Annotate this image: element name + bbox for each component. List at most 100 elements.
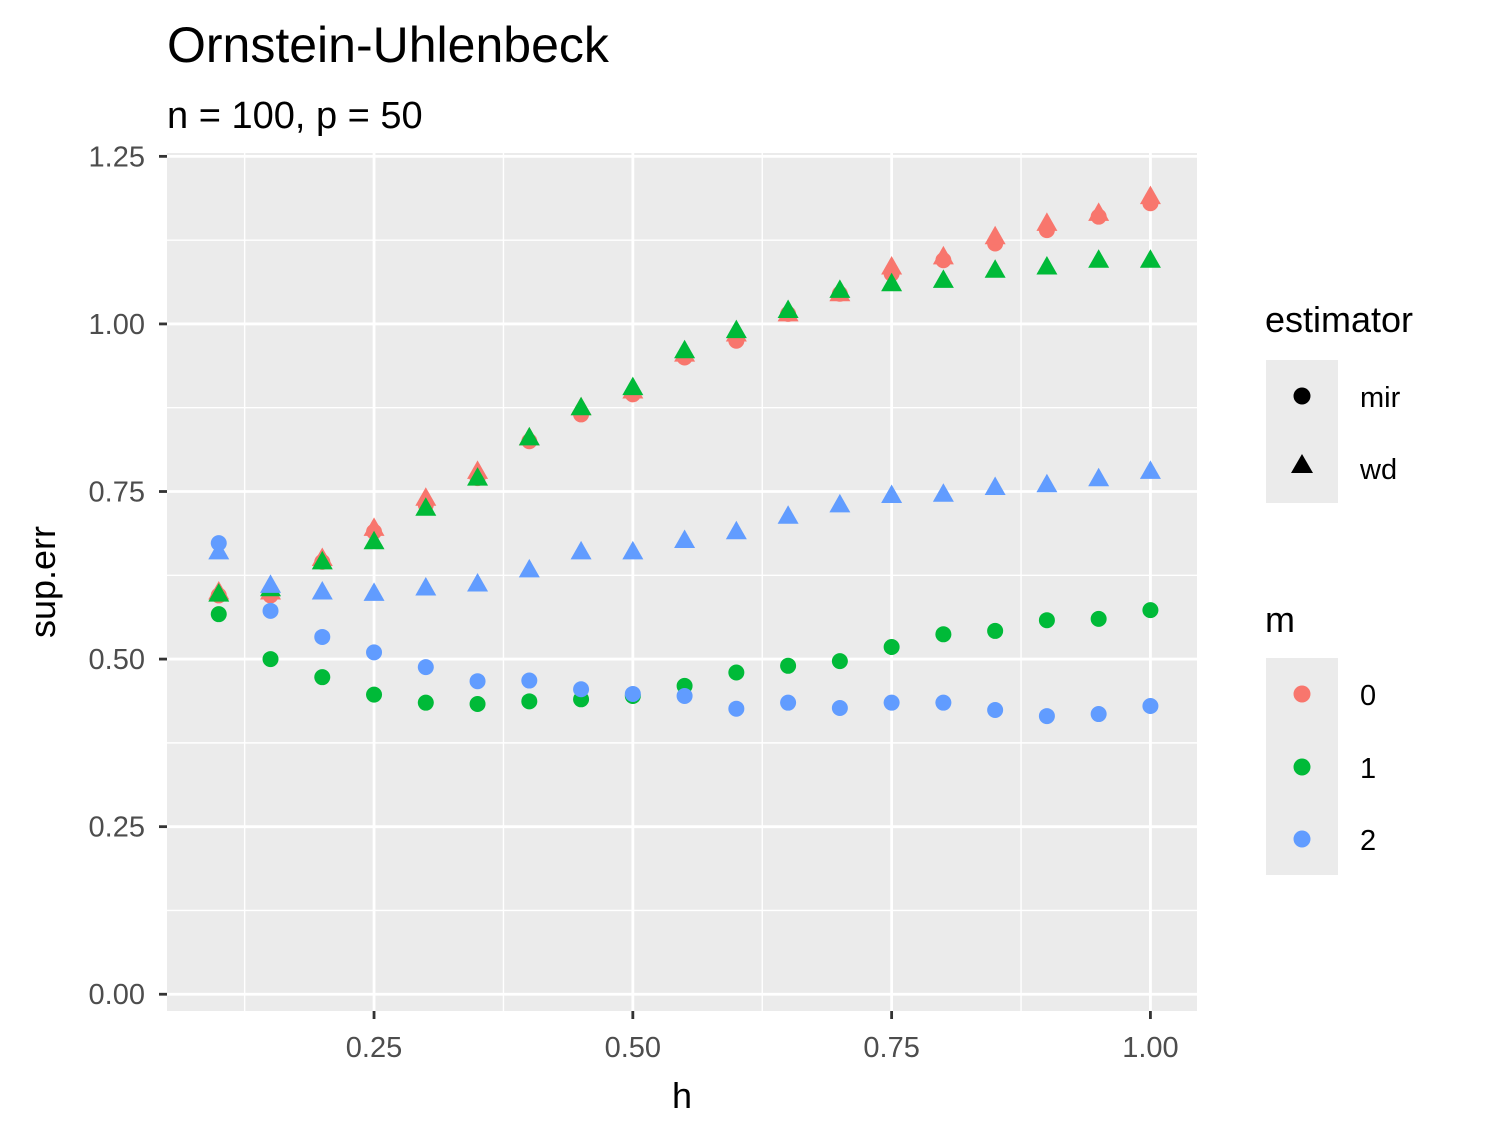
y-axis-title: sup.err — [22, 526, 63, 638]
y-tick-label: 0.50 — [89, 644, 145, 676]
point-m2-wd — [467, 573, 489, 592]
point-m1-mir — [935, 626, 952, 643]
point-m1-wd — [415, 497, 437, 516]
point-m1-mir — [1142, 602, 1159, 619]
point-m1-mir — [469, 695, 486, 712]
point-m2-mir — [1142, 698, 1159, 715]
point-m2-wd — [984, 476, 1006, 495]
x-tick-label: 1.00 — [1122, 1032, 1178, 1064]
plot-panel — [167, 153, 1197, 1011]
point-m1-mir — [366, 686, 383, 703]
point-m2-wd — [622, 540, 644, 560]
x-tick-label: 0.75 — [863, 1032, 919, 1064]
legend-mir-label: mir — [1360, 382, 1401, 414]
data-points — [208, 185, 1161, 725]
point-m2-mir — [1038, 708, 1055, 725]
point-m1-mir — [1090, 610, 1107, 627]
point-m1-wd — [518, 426, 540, 446]
point-m2-mir — [883, 694, 900, 711]
point-m1-mir — [210, 606, 227, 623]
point-m2-mir — [314, 628, 331, 645]
point-m1-wd — [1036, 255, 1058, 275]
legend-m0-key — [1293, 685, 1311, 703]
legend-m0-label: 0 — [1360, 680, 1376, 712]
point-m2-wd — [777, 505, 799, 524]
point-m2-wd — [363, 582, 385, 601]
point-m1-wd — [208, 583, 230, 602]
legend-wd-key — [1291, 454, 1313, 473]
point-m2-wd — [674, 529, 696, 548]
y-tick-label: 1.25 — [89, 141, 145, 173]
point-m2-mir — [624, 685, 641, 702]
point-m1-wd — [881, 272, 903, 292]
legend-estimator: estimator mir wd — [1265, 299, 1413, 503]
y-tick-label: 0.00 — [89, 979, 145, 1011]
grid-lines — [167, 153, 1197, 1011]
point-m2-mir — [262, 602, 279, 619]
legend-m: m 0 1 2 — [1265, 599, 1376, 875]
point-m1-mir — [262, 651, 279, 668]
point-m0-wd — [415, 487, 437, 506]
point-m2-mir — [469, 673, 486, 690]
point-m1-wd — [622, 376, 644, 396]
x-tick-label: 0.50 — [605, 1032, 661, 1064]
point-m1-wd — [1139, 249, 1161, 268]
point-m1-wd — [777, 299, 799, 319]
legend-m1-key — [1293, 758, 1311, 776]
point-m2-mir — [1090, 706, 1107, 723]
point-m1-wd — [725, 319, 747, 339]
point-m2-wd — [570, 540, 592, 560]
point-m1-wd — [467, 467, 489, 486]
y-tick-label: 0.25 — [89, 812, 145, 844]
point-m2-mir — [676, 687, 693, 704]
point-m2-wd — [208, 540, 230, 560]
point-m2-mir — [728, 700, 745, 717]
point-m1-wd — [932, 269, 954, 288]
point-m1-mir — [1038, 612, 1055, 629]
point-m2-wd — [725, 520, 747, 540]
point-m2-mir — [521, 672, 538, 689]
point-m0-wd — [881, 255, 903, 275]
point-m2-mir — [780, 694, 797, 711]
point-m0-wd — [1088, 202, 1110, 221]
point-m1-wd — [984, 259, 1006, 278]
legend-m2-key — [1293, 830, 1311, 848]
point-m2-wd — [311, 581, 333, 600]
point-m1-mir — [521, 693, 538, 710]
legend-m2-label: 2 — [1360, 825, 1376, 857]
point-m1-mir — [780, 657, 797, 674]
point-m1-mir — [417, 694, 434, 711]
point-m1-wd — [363, 530, 385, 550]
legend-wd-label: wd — [1359, 454, 1397, 486]
point-m1-wd — [311, 550, 333, 570]
chart-title: Ornstein-Uhlenbeck — [167, 17, 610, 73]
x-tick-label: 0.25 — [346, 1032, 402, 1064]
point-m2-wd — [260, 574, 282, 593]
point-m1-wd — [674, 339, 696, 359]
point-m2-wd — [1139, 460, 1161, 479]
legend-estimator-key-bg — [1266, 360, 1338, 503]
point-m1-mir — [883, 639, 900, 656]
point-m1-mir — [728, 664, 745, 681]
point-m2-wd — [881, 484, 903, 504]
point-m1-wd — [829, 279, 851, 298]
point-m2-wd — [1088, 467, 1110, 487]
chart-subtitle: n = 100, p = 50 — [167, 95, 423, 137]
point-m2-wd — [829, 493, 851, 513]
point-m0-wd — [932, 245, 954, 265]
legend-estimator-title: estimator — [1265, 299, 1413, 340]
point-m0-wd — [363, 517, 385, 536]
point-m0-wd — [1036, 212, 1058, 231]
point-m2-mir — [831, 700, 848, 717]
y-tick-label: 0.75 — [89, 477, 145, 509]
point-m0-wd — [1139, 185, 1161, 205]
point-m2-mir — [987, 702, 1004, 719]
point-m2-wd — [415, 577, 437, 596]
point-m1-mir — [831, 653, 848, 670]
axes: 0.25 0.50 0.75 1.00 0.00 0.25 0.50 0.75 1.00 1.25 — [89, 141, 1179, 1064]
x-axis-title: h — [672, 1075, 692, 1116]
legend-m1-label: 1 — [1360, 753, 1376, 785]
legend-m-title: m — [1265, 599, 1295, 640]
point-m0-wd — [984, 225, 1006, 245]
